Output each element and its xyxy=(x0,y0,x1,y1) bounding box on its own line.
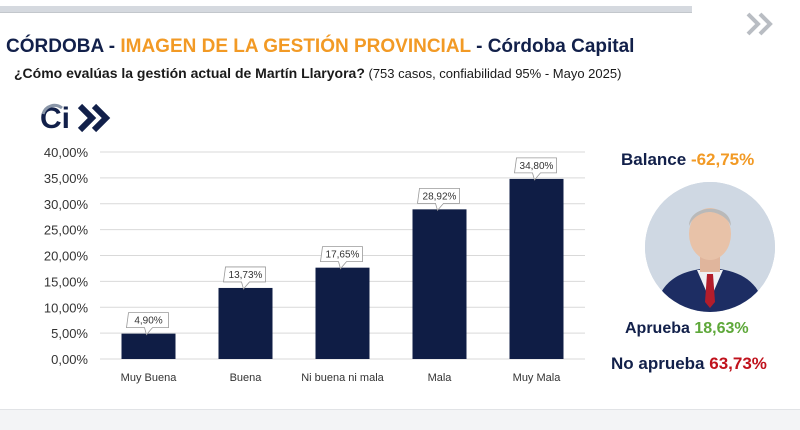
disapprove-label: No aprueba xyxy=(611,354,710,373)
disapprove-value: 63,73% xyxy=(709,354,767,373)
question-text: ¿Cómo evalúas la gestión actual de Martí… xyxy=(14,65,365,81)
logo-swoosh xyxy=(41,103,63,115)
data-label: 17,65% xyxy=(326,250,360,261)
x-category-label: Muy Mala xyxy=(513,372,562,384)
data-label-box xyxy=(223,266,266,290)
double-chevron-right-icon[interactable] xyxy=(744,10,778,38)
data-label: 4,90% xyxy=(134,316,162,327)
y-tick-label: 35,00% xyxy=(44,171,89,186)
y-tick-label: 30,00% xyxy=(44,197,89,212)
bar xyxy=(412,209,467,359)
x-category-label: Ni buena ni mala xyxy=(301,372,384,384)
data-label: 13,73% xyxy=(229,270,263,281)
top-divider-line xyxy=(0,12,692,13)
x-category-label: Mala xyxy=(428,372,453,384)
x-category-label: Buena xyxy=(230,372,263,384)
logo-chevron-2 xyxy=(91,103,111,133)
title-region: CÓRDOBA - xyxy=(6,36,121,57)
y-tick-label: 20,00% xyxy=(44,249,89,264)
data-label-box xyxy=(320,246,363,270)
survey-question: ¿Cómo evalúas la gestión actual de Martí… xyxy=(14,65,621,81)
y-tick-label: 25,00% xyxy=(44,223,89,238)
bar xyxy=(218,287,273,359)
y-tick-label: 15,00% xyxy=(44,274,89,289)
x-category-label: Muy Buena xyxy=(121,372,178,384)
ci-logo: Ci xyxy=(40,102,111,135)
balance-value: -62,75% xyxy=(690,150,755,169)
data-label: 34,80% xyxy=(520,161,554,172)
data-label-box xyxy=(514,157,557,181)
data-label-box xyxy=(126,312,169,336)
approve-value: 18,63% xyxy=(694,320,749,337)
page-title: CÓRDOBA - IMAGEN DE LA GESTIÓN PROVINCIA… xyxy=(6,36,634,58)
survey-meta: (753 casos, confiabilidad 95% - Mayo 202… xyxy=(364,66,622,81)
data-label-box xyxy=(417,187,460,212)
disapprove-summary: No aprueba 63,73% xyxy=(611,354,767,374)
logo-text: Ci xyxy=(40,102,70,135)
y-tick-label: 10,00% xyxy=(44,300,89,315)
title-city: - Córdoba Capital xyxy=(470,36,635,57)
bar xyxy=(315,267,370,359)
y-tick-label: 5,00% xyxy=(51,326,88,341)
data-label: 28,92% xyxy=(423,191,457,202)
title-topic: IMAGEN DE LA GESTIÓN PROVINCIAL xyxy=(120,36,471,57)
y-tick-label: 0,00% xyxy=(51,352,88,367)
logo-chevron-1 xyxy=(77,103,97,133)
bar xyxy=(509,178,564,359)
bottom-bar xyxy=(0,409,800,430)
approve-label: Aprueba xyxy=(625,320,695,337)
approve-summary: Aprueba 18,63% xyxy=(625,320,749,338)
top-divider xyxy=(0,6,692,12)
bar xyxy=(121,333,176,359)
balance-summary: Balance -62,75% xyxy=(621,150,754,170)
politician-portrait xyxy=(645,182,775,312)
bar-chart: 0,00% 5,00% 10,00% 15,00% 20,00% 25,00% 30,00%… xyxy=(44,145,585,384)
y-tick-label: 40,00% xyxy=(44,145,89,160)
balance-label: Balance xyxy=(621,150,691,169)
